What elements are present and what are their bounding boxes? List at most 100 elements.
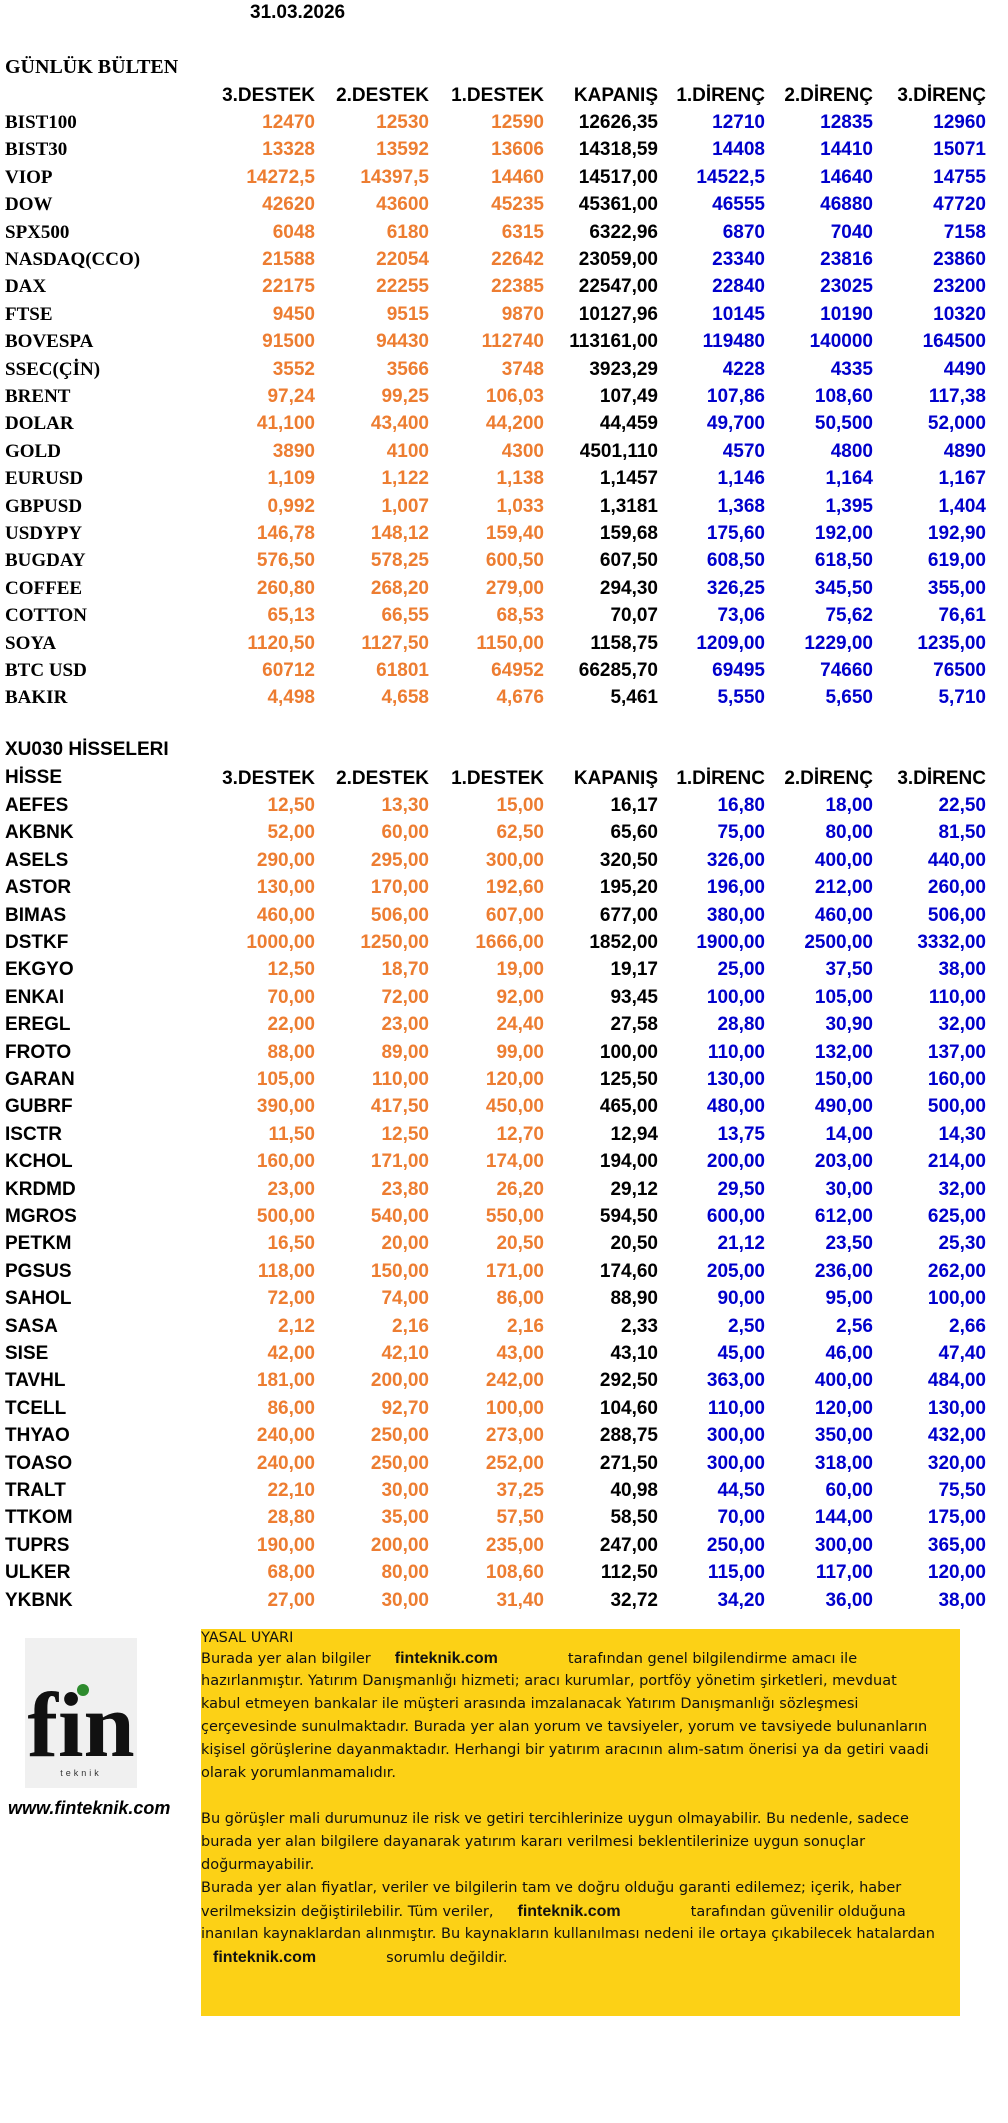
cell-value: 174,60 (599, 1260, 658, 1282)
row-name: GOLD (5, 440, 61, 462)
cell-value: 3923,29 (589, 358, 658, 380)
cell-value: 1127,50 (361, 632, 429, 654)
cell-value: 1852,00 (589, 932, 658, 953)
cell-value: 90,00 (717, 1288, 765, 1310)
cell-value: 12,50 (267, 795, 315, 816)
cell-value: 130,00 (706, 1069, 765, 1090)
cell-value: 74,00 (381, 1288, 429, 1310)
cell-value: 23025 (820, 276, 873, 298)
cell-value: 612,00 (814, 1206, 873, 1227)
cell-value: 205,00 (706, 1260, 765, 1282)
cell-value: 260,00 (927, 877, 986, 899)
cell-value: 170,00 (370, 877, 429, 899)
disclaimer-title: YASAL UYARI (201, 1630, 294, 1646)
cell-value: 66,55 (381, 605, 429, 627)
cell-value: 318,00 (814, 1452, 873, 1474)
cell-value: 22385 (491, 276, 544, 298)
cell-value: 112,50 (600, 1562, 658, 1584)
disclaimer-text: Burada yer alan fiyatlar, veriler ve bil… (201, 1880, 902, 1896)
row-name: BTC USD (5, 660, 87, 681)
cell-value: 320,00 (927, 1452, 986, 1474)
cell-value: 460,00 (256, 904, 315, 926)
cell-value: 181,00 (256, 1370, 315, 1392)
cell-value: 12626,35 (578, 112, 658, 133)
cell-value: 88,00 (267, 1041, 315, 1063)
cell-value: 132,00 (814, 1041, 873, 1063)
cell-value: 236,00 (814, 1260, 873, 1282)
cell-value: 25,00 (717, 959, 765, 981)
cell-value: 11,50 (268, 1123, 316, 1145)
row-name: BIST100 (5, 112, 77, 133)
cell-value: 14640 (820, 166, 873, 188)
brand: finteknik.com (213, 1949, 317, 1966)
cell-value: 9450 (272, 303, 315, 325)
disclaimer-text: hazırlanmıştır. Yatırım Danışmanlığı hiz… (201, 1673, 897, 1689)
cell-value: 250,00 (370, 1452, 429, 1474)
cell-value: 5,650 (825, 687, 873, 709)
cell-value: 6315 (501, 221, 544, 243)
cell-value: 490,00 (814, 1096, 873, 1118)
cell-value: 30,00 (381, 1480, 429, 1501)
cell-value: 42,10 (381, 1343, 429, 1364)
cell-value: 22054 (376, 249, 429, 270)
cell-value: 14318,59 (578, 139, 658, 161)
cell-value: 26,20 (496, 1178, 544, 1200)
cell-value: 76,61 (938, 605, 986, 627)
cell-value: 3890 (272, 440, 315, 462)
cell-value: 1,109 (267, 468, 315, 490)
cell-value: 171,00 (485, 1260, 544, 1282)
cell-value: 65,13 (267, 605, 315, 627)
row-name: SISE (5, 1343, 49, 1364)
disclaimer-line: finteknik.com sorumlu değildir. (201, 1946, 960, 1969)
date: 31.03.2026 (250, 2, 346, 23)
disclaimer-text: burada yer alan bilgilere dayanarak yatı… (201, 1834, 866, 1850)
row-name: SSEC(ÇİN) (5, 358, 101, 380)
cell-value: 607,00 (485, 904, 544, 926)
cell-value: 320,50 (599, 849, 658, 871)
cell-value: 110,00 (928, 986, 986, 1008)
cell-value: 4228 (722, 358, 765, 380)
cell-value: 70,00 (267, 986, 315, 1008)
cell-value: 3332,00 (917, 932, 986, 953)
cell-value: 144,00 (814, 1507, 873, 1529)
cell-value: 480,00 (706, 1096, 765, 1118)
row-name: DOW (5, 194, 53, 216)
cell-value: 506,00 (370, 904, 429, 926)
cell-value: 22175 (262, 276, 315, 298)
cell-value: 250,00 (706, 1534, 765, 1556)
cell-value: 120,00 (927, 1562, 986, 1584)
cell-value: 23860 (933, 249, 986, 270)
cell-value: 80,00 (381, 1562, 429, 1584)
row-name: FROTO (5, 1041, 72, 1063)
cell-value: 34,20 (717, 1589, 765, 1611)
cell-value: 12470 (262, 112, 315, 133)
cell-value: 350,00 (814, 1425, 873, 1447)
row-name: AEFES (5, 795, 69, 816)
cell-value: 1,395 (825, 495, 873, 517)
row-name: EURUSD (5, 468, 84, 490)
disclaimer-text: tarafından genel bilgilendirme amacı ile (567, 1651, 858, 1667)
cell-value: 99,25 (381, 386, 429, 407)
cell-value: 159,40 (485, 523, 544, 544)
cell-value: 25,30 (938, 1233, 986, 1255)
cell-value: 12960 (933, 112, 986, 133)
cell-value: 137,00 (927, 1041, 986, 1063)
cell-value: 300,00 (706, 1452, 765, 1474)
disclaimer-line: Burada yer alan fiyatlar, veriler ve bil… (201, 1877, 960, 1900)
cell-value: 1,3181 (599, 495, 658, 517)
cell-value: 23,00 (267, 1178, 315, 1200)
cell-value: 625,00 (927, 1206, 986, 1227)
row-name: YKBNK (5, 1589, 73, 1611)
cell-value: 12590 (491, 112, 544, 133)
brand: finteknik.com (394, 1650, 498, 1667)
column-header: 2.DESTEK (336, 85, 429, 106)
cell-value: 23340 (712, 249, 765, 270)
cell-value: 20,00 (381, 1233, 429, 1255)
cell-value: 273,00 (485, 1425, 544, 1447)
cell-value: 417,50 (370, 1096, 429, 1118)
cell-value: 52,00 (267, 822, 315, 844)
cell-value: 10145 (712, 303, 765, 325)
cell-value: 119480 (702, 331, 765, 353)
cell-value: 195,20 (599, 877, 658, 899)
cell-value: 22,00 (267, 1014, 315, 1036)
